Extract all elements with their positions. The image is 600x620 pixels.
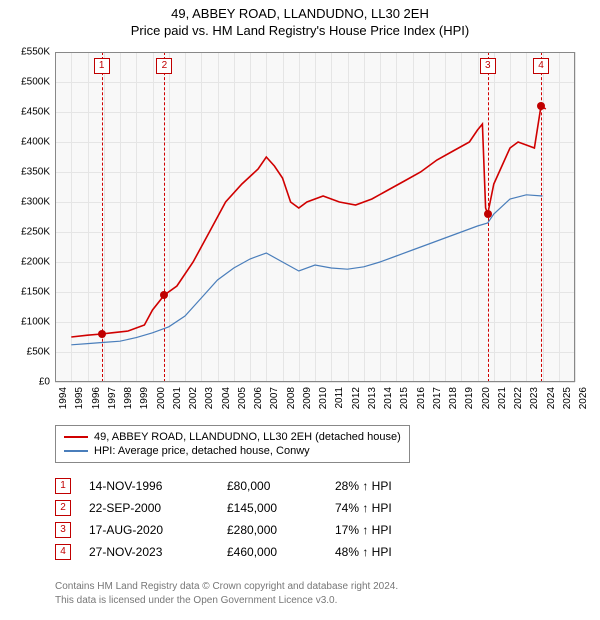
xtick-label: 1998 bbox=[123, 387, 134, 409]
xtick-label: 1994 bbox=[58, 387, 69, 409]
ytick-label: £0 bbox=[0, 377, 50, 388]
sale-dot bbox=[98, 330, 106, 338]
xtick-label: 2019 bbox=[464, 387, 475, 409]
xtick-label: 1996 bbox=[91, 387, 102, 409]
title-address: 49, ABBEY ROAD, LLANDUDNO, LL30 2EH bbox=[0, 6, 600, 21]
legend-swatch bbox=[64, 450, 88, 452]
sales-row-hpi: 28% ↑ HPI bbox=[335, 479, 445, 493]
sale-marker-box: 1 bbox=[94, 58, 110, 74]
xtick-label: 2018 bbox=[448, 387, 459, 409]
legend: 49, ABBEY ROAD, LLANDUDNO, LL30 2EH (det… bbox=[55, 425, 410, 463]
sales-row-hpi: 48% ↑ HPI bbox=[335, 545, 445, 559]
sales-table: 1 14-NOV-1996 £80,000 28% ↑ HPI 2 22-SEP-2000… bbox=[55, 475, 575, 563]
sales-row-number: 2 bbox=[55, 500, 71, 516]
xtick-label: 2008 bbox=[286, 387, 297, 409]
title-subtitle: Price paid vs. HM Land Registry's House … bbox=[0, 23, 600, 38]
xtick-label: 2003 bbox=[204, 387, 215, 409]
xtick-label: 1995 bbox=[74, 387, 85, 409]
sales-row-date: 17-AUG-2020 bbox=[89, 523, 209, 537]
series-hpi bbox=[71, 195, 542, 345]
xtick-label: 2026 bbox=[578, 387, 589, 409]
price-chart: 1234 £0£50K£100K£150K£200K£250K£300K£350… bbox=[55, 52, 575, 382]
sales-row-date: 27-NOV-2023 bbox=[89, 545, 209, 559]
sale-dot bbox=[484, 210, 492, 218]
sales-row-price: £80,000 bbox=[227, 479, 317, 493]
sale-marker-box: 2 bbox=[156, 58, 172, 74]
xtick-label: 2010 bbox=[318, 387, 329, 409]
figure: { "title": { "line1": "49, ABBEY ROAD, L… bbox=[0, 0, 600, 620]
legend-swatch bbox=[64, 436, 88, 438]
xtick-label: 2012 bbox=[351, 387, 362, 409]
xtick-label: 2022 bbox=[513, 387, 524, 409]
legend-label: 49, ABBEY ROAD, LLANDUDNO, LL30 2EH (det… bbox=[94, 431, 401, 443]
sale-marker-box: 4 bbox=[533, 58, 549, 74]
xtick-label: 2015 bbox=[399, 387, 410, 409]
legend-label: HPI: Average price, detached house, Conw… bbox=[94, 445, 310, 457]
sales-row-price: £460,000 bbox=[227, 545, 317, 559]
sale-dot bbox=[160, 291, 168, 299]
xtick-label: 2011 bbox=[334, 387, 345, 409]
sales-row-price: £145,000 bbox=[227, 501, 317, 515]
sales-row-price: £280,000 bbox=[227, 523, 317, 537]
sale-dot bbox=[537, 102, 545, 110]
footer-attribution: Contains HM Land Registry data © Crown c… bbox=[55, 580, 575, 607]
ytick-label: £450K bbox=[0, 107, 50, 118]
xtick-label: 2000 bbox=[156, 387, 167, 409]
sales-row-number: 4 bbox=[55, 544, 71, 560]
ytick-label: £200K bbox=[0, 257, 50, 268]
legend-row: HPI: Average price, detached house, Conw… bbox=[64, 444, 401, 458]
ytick-label: £300K bbox=[0, 197, 50, 208]
sales-row-hpi: 17% ↑ HPI bbox=[335, 523, 445, 537]
sale-marker-box: 3 bbox=[480, 58, 496, 74]
sales-row: 4 27-NOV-2023 £460,000 48% ↑ HPI bbox=[55, 541, 575, 563]
sales-row: 1 14-NOV-1996 £80,000 28% ↑ HPI bbox=[55, 475, 575, 497]
xtick-label: 2004 bbox=[221, 387, 232, 409]
footer-line1: Contains HM Land Registry data © Crown c… bbox=[55, 580, 575, 594]
xtick-label: 2020 bbox=[481, 387, 492, 409]
ytick-label: £150K bbox=[0, 287, 50, 298]
sales-row-date: 22-SEP-2000 bbox=[89, 501, 209, 515]
title-block: 49, ABBEY ROAD, LLANDUDNO, LL30 2EH Pric… bbox=[0, 0, 600, 38]
xtick-label: 2005 bbox=[237, 387, 248, 409]
xtick-label: 2002 bbox=[188, 387, 199, 409]
gridline-h bbox=[55, 382, 575, 383]
ytick-label: £50K bbox=[0, 347, 50, 358]
sales-row-number: 1 bbox=[55, 478, 71, 494]
ytick-label: £550K bbox=[0, 47, 50, 58]
ytick-label: £350K bbox=[0, 167, 50, 178]
xtick-label: 2009 bbox=[302, 387, 313, 409]
series-lines bbox=[55, 52, 575, 382]
xtick-label: 1997 bbox=[107, 387, 118, 409]
sales-row: 3 17-AUG-2020 £280,000 17% ↑ HPI bbox=[55, 519, 575, 541]
sales-row: 2 22-SEP-2000 £145,000 74% ↑ HPI bbox=[55, 497, 575, 519]
footer-line2: This data is licensed under the Open Gov… bbox=[55, 594, 575, 608]
xtick-label: 2021 bbox=[497, 387, 508, 409]
xtick-label: 2023 bbox=[529, 387, 540, 409]
xtick-label: 2017 bbox=[432, 387, 443, 409]
sales-row-date: 14-NOV-1996 bbox=[89, 479, 209, 493]
xtick-label: 2001 bbox=[172, 387, 183, 409]
ytick-label: £250K bbox=[0, 227, 50, 238]
xtick-label: 2013 bbox=[367, 387, 378, 409]
xtick-label: 2016 bbox=[416, 387, 427, 409]
xtick-label: 2014 bbox=[383, 387, 394, 409]
legend-row: 49, ABBEY ROAD, LLANDUDNO, LL30 2EH (det… bbox=[64, 430, 401, 444]
ytick-label: £500K bbox=[0, 77, 50, 88]
series-property bbox=[71, 106, 546, 337]
xtick-label: 2007 bbox=[269, 387, 280, 409]
ytick-label: £400K bbox=[0, 137, 50, 148]
sales-row-hpi: 74% ↑ HPI bbox=[335, 501, 445, 515]
gridline-v bbox=[575, 52, 576, 382]
sales-row-number: 3 bbox=[55, 522, 71, 538]
xtick-label: 2006 bbox=[253, 387, 264, 409]
ytick-label: £100K bbox=[0, 317, 50, 328]
xtick-label: 1999 bbox=[139, 387, 150, 409]
xtick-label: 2024 bbox=[546, 387, 557, 409]
xtick-label: 2025 bbox=[562, 387, 573, 409]
